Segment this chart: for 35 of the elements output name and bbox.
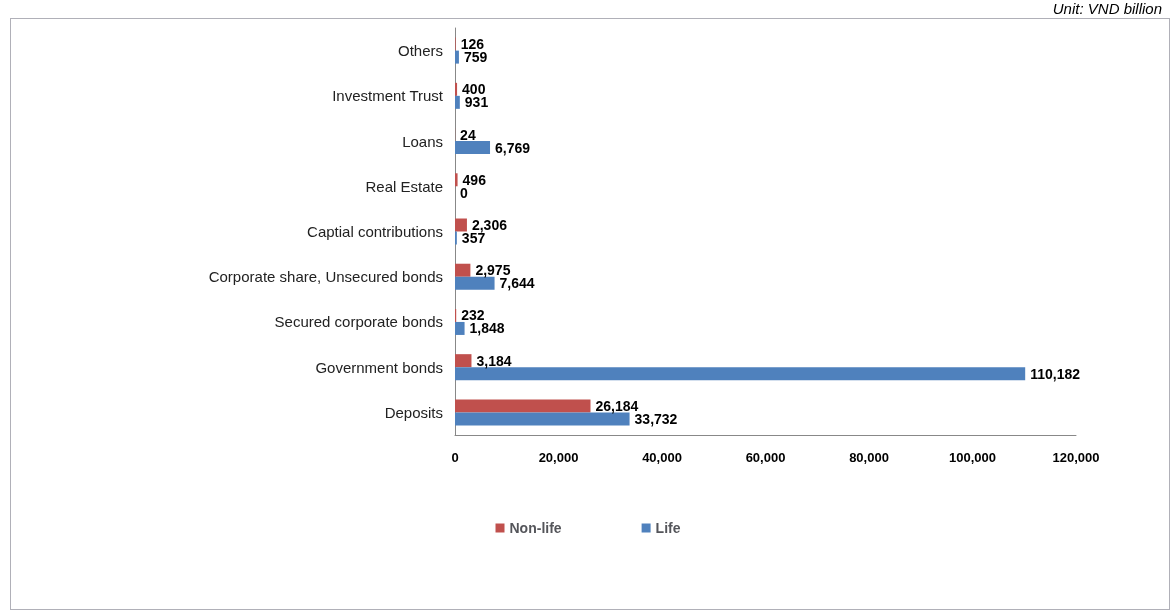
data-label: 24	[460, 126, 476, 143]
bar	[455, 354, 472, 368]
y-tick-label: Investment Trust	[332, 87, 444, 105]
legend-label: Non-life	[509, 520, 562, 536]
x-tick-label: 60,000	[745, 450, 786, 465]
y-tick-label: Corporate share, Unsecured bonds	[208, 268, 443, 286]
bar	[455, 321, 465, 335]
bar	[455, 367, 1026, 381]
x-tick-label: 20,000	[538, 450, 579, 465]
x-tick-label: 100,000	[949, 450, 996, 465]
x-tick-label: 0	[451, 450, 459, 465]
y-tick-label: Captial contributions	[307, 223, 443, 240]
bar	[455, 82, 458, 96]
data-label: 110,182	[1030, 365, 1081, 382]
x-tick-label: 80,000	[849, 450, 889, 465]
y-tick-label: Loans	[402, 132, 443, 150]
x-tick-label: 40,000	[642, 450, 682, 465]
y-tick-label: Real Estate	[365, 177, 443, 195]
text: Unit: VND billion	[1052, 0, 1162, 17]
y-tick-label: Others	[397, 42, 443, 60]
bar	[455, 141, 491, 155]
bar	[455, 263, 471, 277]
y-tick-label: Deposits	[384, 403, 443, 421]
bar	[455, 173, 458, 187]
x-tick-label: 120,000	[1052, 450, 1100, 465]
y-tick-label: Secured corporate bonds	[274, 313, 443, 331]
data-label: 6,769	[495, 139, 531, 156]
legend-label: Life	[655, 520, 681, 536]
bar	[455, 218, 467, 232]
bar	[455, 95, 460, 109]
data-label: 3,184	[476, 352, 512, 369]
y-tick-label: Government bonds	[315, 358, 443, 376]
data-label: 2,306	[471, 217, 508, 233]
bar	[455, 50, 459, 64]
bar	[455, 399, 591, 413]
